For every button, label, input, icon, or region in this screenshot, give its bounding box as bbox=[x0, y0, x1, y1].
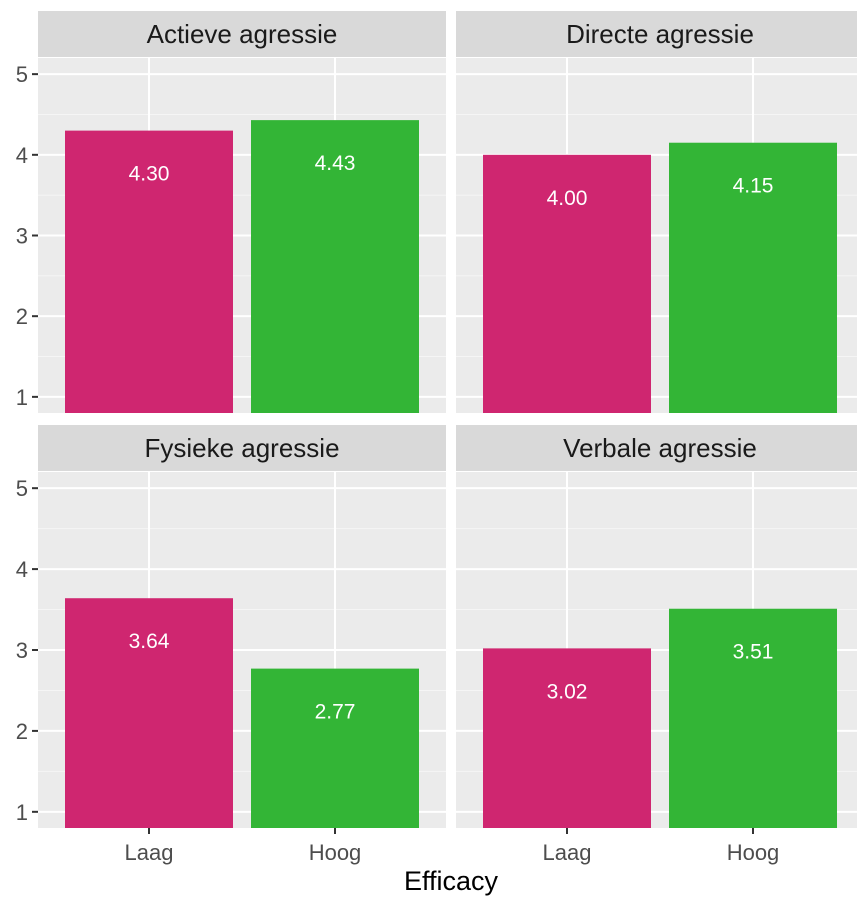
data-label: 3.64 bbox=[129, 630, 170, 653]
data-label: 3.02 bbox=[547, 680, 588, 703]
bar-laag bbox=[483, 648, 651, 828]
data-label: 4.43 bbox=[315, 152, 356, 175]
bar-hoog bbox=[669, 142, 837, 413]
x-tick-label: Hoog bbox=[727, 840, 780, 865]
panel-fysieke-agressie: Fysieke agressie 3.64 2.77 bbox=[38, 425, 446, 828]
y-tick-label: 2 bbox=[16, 719, 28, 744]
data-label: 2.77 bbox=[315, 701, 356, 724]
bar-laag bbox=[65, 598, 233, 828]
panel-actieve-agressie: Actieve agressie 4.30 4.43 bbox=[38, 11, 446, 413]
y-tick-label: 5 bbox=[16, 476, 28, 501]
y-axes: 1 2 3 4 5 1 2 3 4 5 bbox=[16, 62, 38, 825]
panel-verbale-agressie: Verbale agressie 3.02 3.51 bbox=[456, 425, 857, 828]
y-tick-label: 2 bbox=[16, 304, 28, 329]
y-tick-label: 1 bbox=[16, 385, 28, 410]
bar-laag bbox=[65, 130, 233, 413]
x-tick-label: Hoog bbox=[309, 840, 362, 865]
x-axis-title: Efficacy bbox=[404, 866, 499, 896]
facet-strip bbox=[38, 11, 446, 57]
y-tick-label: 4 bbox=[16, 143, 28, 168]
facet-strip bbox=[456, 425, 857, 471]
chart-panels: Actieve agressie 4.30 4.43 Directe agressie… bbox=[38, 11, 857, 828]
data-label: 4.30 bbox=[129, 163, 170, 186]
y-tick-label: 5 bbox=[16, 62, 28, 87]
bar-laag bbox=[483, 154, 651, 413]
bar-hoog bbox=[251, 668, 419, 828]
x-axis: Laag Hoog Laag Hoog bbox=[125, 828, 780, 865]
data-label: 3.51 bbox=[733, 641, 774, 664]
bar-hoog bbox=[669, 608, 837, 828]
y-tick-label: 3 bbox=[16, 224, 28, 249]
y-tick-label: 4 bbox=[16, 557, 28, 582]
data-label: 4.00 bbox=[547, 187, 588, 210]
facet-title: Fysieke agressie bbox=[144, 433, 339, 463]
bar-hoog bbox=[251, 120, 419, 413]
x-tick-label: Laag bbox=[543, 840, 592, 865]
y-axis-2: 1 2 3 4 5 bbox=[16, 476, 38, 825]
y-tick-label: 1 bbox=[16, 800, 28, 825]
facet-title: Verbale agressie bbox=[563, 433, 757, 463]
facet-title: Directe agressie bbox=[566, 19, 754, 49]
facet-strip bbox=[38, 425, 446, 471]
panel-directe-agressie: Directe agressie 4.00 4.15 bbox=[456, 11, 857, 413]
facet-title: Actieve agressie bbox=[147, 19, 338, 49]
facet-strip bbox=[456, 11, 857, 57]
y-tick-label: 3 bbox=[16, 638, 28, 663]
x-tick-label: Laag bbox=[125, 840, 174, 865]
y-axis-1: 1 2 3 4 5 bbox=[16, 62, 38, 410]
data-label: 4.15 bbox=[733, 175, 774, 198]
